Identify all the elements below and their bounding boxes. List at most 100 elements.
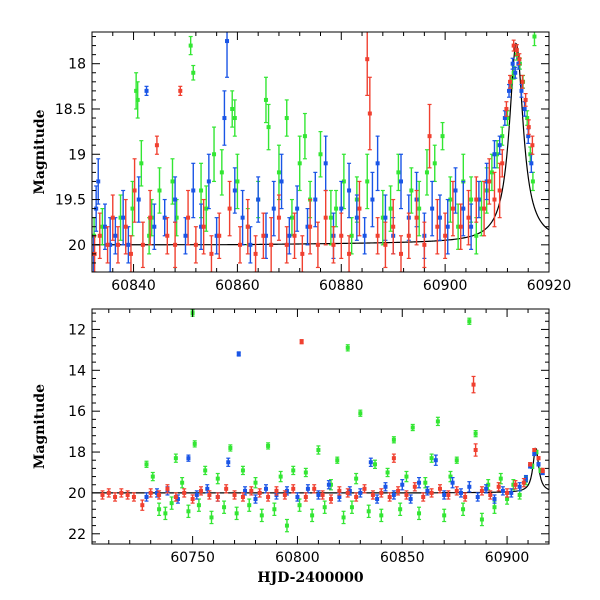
- data-point: [500, 488, 505, 493]
- data-point: [520, 79, 525, 84]
- data-point: [291, 486, 296, 491]
- data-point: [284, 116, 289, 121]
- data-point: [385, 470, 390, 475]
- data-point: [295, 495, 300, 499]
- data-point: [414, 215, 419, 220]
- data-point: [232, 188, 237, 193]
- data-point: [123, 224, 128, 229]
- data-point: [170, 179, 175, 184]
- data-point: [391, 492, 396, 497]
- data-point: [173, 495, 178, 499]
- data-point: [134, 88, 139, 93]
- data-point: [204, 206, 209, 211]
- data-point: [345, 490, 350, 495]
- data-point: [312, 486, 317, 491]
- data-point: [341, 515, 346, 520]
- data-point: [175, 497, 180, 502]
- data-point: [299, 339, 304, 344]
- data-point: [266, 495, 271, 499]
- data-point: [328, 482, 333, 487]
- y-axis-title: Magnitude: [32, 109, 48, 194]
- data-point: [183, 233, 188, 238]
- data-point: [532, 448, 537, 452]
- data-point: [128, 251, 133, 256]
- data-point: [186, 456, 191, 461]
- data-point: [526, 125, 531, 130]
- data-point: [339, 233, 344, 238]
- data-point: [450, 206, 455, 211]
- data-point: [417, 511, 422, 516]
- data-point: [144, 495, 149, 499]
- data-point: [186, 215, 191, 220]
- data-point: [240, 468, 245, 473]
- data-point: [404, 492, 409, 497]
- data-point: [135, 97, 140, 102]
- y-tick-label: 14: [68, 363, 86, 379]
- data-point: [479, 517, 484, 522]
- data-point: [186, 509, 191, 514]
- data-point: [487, 179, 492, 184]
- data-point: [287, 233, 292, 238]
- y-tick-label: 16: [68, 404, 86, 420]
- data-point: [398, 251, 403, 256]
- data-point: [410, 425, 415, 430]
- data-point: [243, 488, 248, 493]
- data-point: [154, 143, 159, 148]
- data-point: [510, 61, 515, 66]
- data-point: [521, 480, 526, 485]
- data-point: [474, 233, 479, 238]
- data-point: [173, 197, 178, 202]
- series-blue: [144, 351, 545, 504]
- data-point: [347, 251, 352, 256]
- data-point: [203, 468, 208, 473]
- data-point: [165, 486, 170, 491]
- data-point: [417, 206, 422, 211]
- data-point: [302, 134, 307, 139]
- data-point: [337, 495, 342, 499]
- data-point: [102, 224, 107, 229]
- y-tick-label: 18.5: [55, 102, 86, 118]
- data-point: [370, 197, 375, 202]
- data-point: [423, 480, 428, 485]
- data-point: [445, 224, 450, 229]
- data-point: [365, 179, 370, 184]
- y-tick-label: 19.5: [55, 193, 86, 209]
- data-point: [354, 215, 359, 220]
- data-point: [337, 488, 342, 493]
- data-point: [297, 503, 302, 508]
- data-point: [225, 39, 230, 44]
- data-point: [406, 233, 411, 238]
- data-point: [191, 188, 196, 193]
- data-point: [430, 206, 435, 211]
- data-point: [289, 215, 294, 220]
- data-point: [215, 476, 220, 481]
- data-point: [492, 505, 497, 510]
- data-point: [509, 490, 514, 495]
- data-point: [269, 242, 274, 247]
- data-point: [291, 468, 296, 473]
- data-point: [362, 233, 367, 238]
- data-point: [366, 509, 371, 514]
- data-point: [295, 206, 300, 211]
- data-point: [514, 48, 519, 53]
- x-tick-label: 60840: [111, 278, 156, 294]
- data-point: [362, 486, 367, 491]
- data-point: [536, 462, 541, 467]
- data-point: [148, 215, 153, 220]
- data-point: [484, 179, 489, 184]
- data-point: [230, 106, 235, 111]
- data-point: [391, 456, 396, 461]
- data-point: [152, 224, 157, 229]
- data-point: [266, 125, 271, 130]
- data-point: [106, 490, 111, 495]
- data-point: [373, 462, 378, 467]
- data-point: [408, 497, 413, 502]
- data-point: [232, 492, 237, 497]
- data-point: [256, 197, 261, 202]
- data-point: [130, 206, 135, 211]
- data-point: [253, 497, 258, 502]
- data-point: [536, 456, 541, 461]
- data-point: [424, 170, 429, 175]
- data-point: [500, 161, 505, 166]
- data-point: [253, 251, 258, 256]
